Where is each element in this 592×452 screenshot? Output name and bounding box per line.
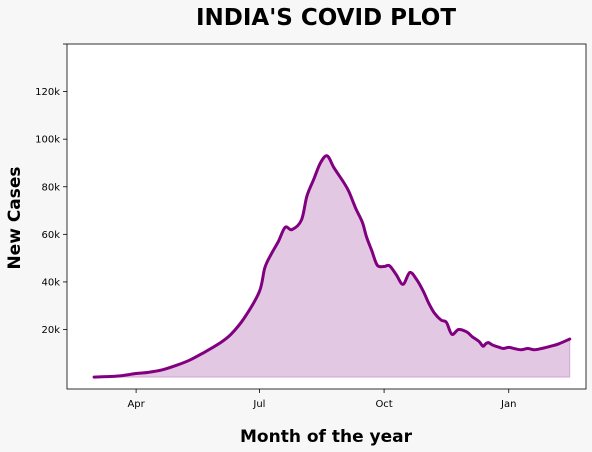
x-tick-label: Oct	[375, 399, 392, 410]
y-tick-label: 20k	[41, 325, 60, 336]
y-tick-label: 80k	[41, 182, 60, 193]
cases-line	[92, 154, 572, 379]
y-tick-label: 40k	[41, 277, 60, 288]
x-tick-label: Jan	[500, 399, 516, 410]
y-axis: 20k 40k 60k 80k 100k 120k	[35, 43, 67, 336]
x-axis: Apr Jul Oct Jan	[127, 389, 516, 410]
y-tick-label: 60k	[41, 230, 60, 241]
y-tick-label: 120k	[35, 87, 60, 98]
plot-frame	[66, 43, 587, 390]
chart-title: INDIA'S COVID PLOT	[196, 5, 456, 31]
x-tick-label: Apr	[127, 399, 145, 410]
x-axis-label: Month of the year	[240, 427, 413, 447]
y-axis-label: New Cases	[5, 166, 25, 269]
x-tick-label: Jul	[252, 399, 265, 410]
y-tick-label: 100k	[35, 135, 60, 146]
